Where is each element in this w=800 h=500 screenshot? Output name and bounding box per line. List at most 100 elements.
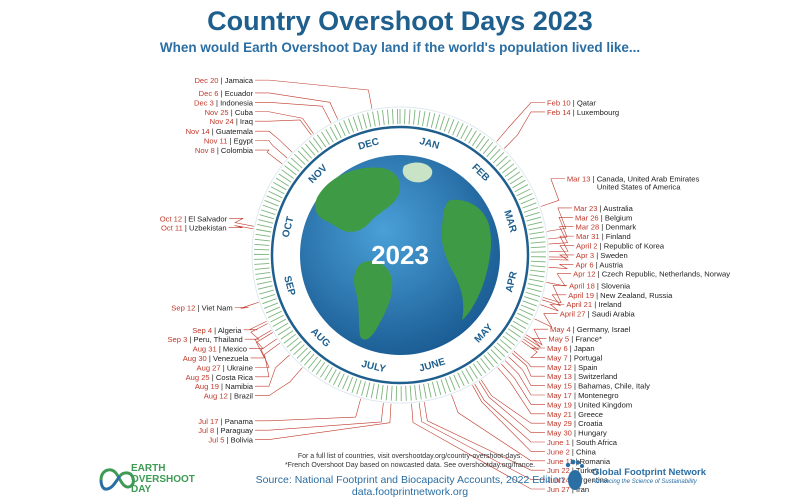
separator: | <box>572 419 578 428</box>
country-label: May 13 | Switzerland <box>547 372 617 381</box>
country-names: Austria <box>599 260 623 269</box>
country-label: May 5 | France* <box>548 335 602 344</box>
country-label: May 4 | Germany, Israel <box>550 325 631 334</box>
separator: | <box>212 326 218 335</box>
day-tick <box>390 385 393 401</box>
separator: | <box>594 260 600 269</box>
day-tick <box>308 140 319 153</box>
day-tick <box>370 383 375 399</box>
country-names: Iraq <box>240 117 253 126</box>
country-label: April 27 | Saudi Arabia <box>560 310 636 319</box>
overshoot-date: Dec 6 <box>199 89 219 98</box>
leader-line <box>451 394 545 462</box>
country-names: Romania <box>580 457 611 466</box>
overshoot-date: Aug 27 <box>197 363 221 372</box>
country-names: Montenegro <box>578 391 619 400</box>
day-tick <box>517 312 531 321</box>
day-tick <box>479 138 490 152</box>
day-tick <box>404 109 406 125</box>
country-label: Sep 12 | Viet Nam <box>171 304 232 313</box>
day-tick <box>456 123 464 138</box>
day-tick <box>527 283 543 288</box>
country-label: Mar 13 | Canada, United Arab Emirates <box>567 175 700 184</box>
day-tick <box>365 382 371 398</box>
country-label: Mar 26 | Belgium <box>575 213 632 222</box>
day-tick <box>338 122 346 137</box>
country-names: Egypt <box>234 137 254 146</box>
day-tick <box>257 224 272 229</box>
leader-line <box>255 111 314 134</box>
day-tick <box>489 148 501 161</box>
country-names: Algeria <box>218 326 242 335</box>
day-tick <box>464 127 473 142</box>
day-tick <box>352 116 359 132</box>
country-names: Greece <box>578 410 603 419</box>
leader-line <box>418 402 545 480</box>
country-names: Qatar <box>577 98 596 107</box>
day-tick <box>530 269 546 273</box>
day-tick <box>362 113 367 129</box>
separator: | <box>592 300 598 309</box>
fine-print-line-2: *French Overshoot Day based on nowcasted… <box>284 462 536 469</box>
source-block: Source: National Footprint and Biocapaci… <box>200 474 620 498</box>
day-tick <box>307 356 318 369</box>
overshoot-date: Jun 22 <box>547 466 570 475</box>
separator: | <box>570 447 576 456</box>
country-label: Aug 30 | Venezuela <box>183 354 250 363</box>
leader-line <box>255 102 332 124</box>
leader-line <box>522 338 545 350</box>
country-label: Jul 17 | Panama <box>198 417 254 426</box>
separator: | <box>599 223 605 232</box>
overshoot-date: Dec 3 <box>194 98 214 107</box>
day-tick <box>254 248 270 251</box>
overshoot-date: May 19 <box>547 400 572 409</box>
day-tick <box>375 384 380 400</box>
country-names: Paraguay <box>220 426 253 435</box>
day-tick <box>528 278 544 283</box>
overshoot-date: Dec 20 <box>194 76 218 85</box>
month-label: JAN <box>418 136 440 152</box>
country-label: Aug 19 | Namibia <box>195 382 254 391</box>
country-label: June 2 | China <box>547 447 597 456</box>
country-names: Republic of Korea <box>604 242 665 251</box>
month-label: SEP <box>281 275 297 298</box>
leader-line <box>255 403 384 431</box>
day-tick <box>258 219 274 224</box>
country-names: Spain <box>578 363 597 372</box>
overshoot-date: April 27 <box>560 310 586 319</box>
separator: | <box>596 270 602 279</box>
country-names: Viet Nam <box>202 304 233 313</box>
leader-line <box>255 92 339 120</box>
day-tick <box>254 263 270 265</box>
day-tick <box>255 233 271 237</box>
day-tick <box>328 369 337 383</box>
leader-line <box>255 130 293 153</box>
day-tick <box>392 109 394 125</box>
leader-line <box>542 285 568 304</box>
day-tick <box>483 355 495 368</box>
day-tick <box>263 302 279 309</box>
day-tick <box>475 135 486 149</box>
separator: | <box>195 304 201 313</box>
earth-overshoot-day-logo-icon <box>99 468 135 491</box>
separator: | <box>595 281 601 290</box>
country-label: May 7 | Portugal <box>547 353 602 362</box>
day-tick <box>346 376 354 392</box>
leader-line <box>255 149 283 165</box>
leader-line <box>474 383 545 443</box>
day-tick <box>471 133 482 147</box>
country-names: Indonesia <box>220 98 254 107</box>
overshoot-date: Oct 12 <box>160 214 182 223</box>
day-tick <box>347 118 355 133</box>
day-tick <box>337 373 345 388</box>
day-tick <box>351 378 358 393</box>
day-tick <box>325 129 334 143</box>
day-tick <box>515 316 529 325</box>
leader-line <box>229 218 254 227</box>
country-label: Jul 5 | Bolivia <box>208 436 253 445</box>
separator: | <box>229 108 235 117</box>
country-names: Brazil <box>234 392 253 401</box>
center-year: 2023 <box>371 240 429 270</box>
separator: | <box>571 108 577 117</box>
